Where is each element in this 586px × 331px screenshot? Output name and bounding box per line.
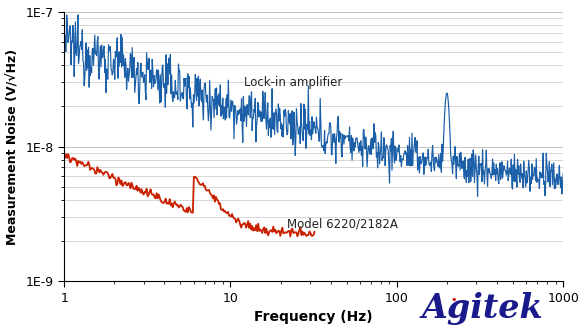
Text: Model 6220/2182A: Model 6220/2182A bbox=[288, 217, 398, 230]
Text: •: • bbox=[450, 295, 456, 305]
X-axis label: Frequency (Hz): Frequency (Hz) bbox=[254, 310, 373, 324]
Text: Lock-in amplifier: Lock-in amplifier bbox=[244, 76, 342, 89]
Y-axis label: Measurement Noise (V/√Hz): Measurement Noise (V/√Hz) bbox=[7, 48, 20, 245]
Text: Agitek: Agitek bbox=[422, 292, 544, 325]
